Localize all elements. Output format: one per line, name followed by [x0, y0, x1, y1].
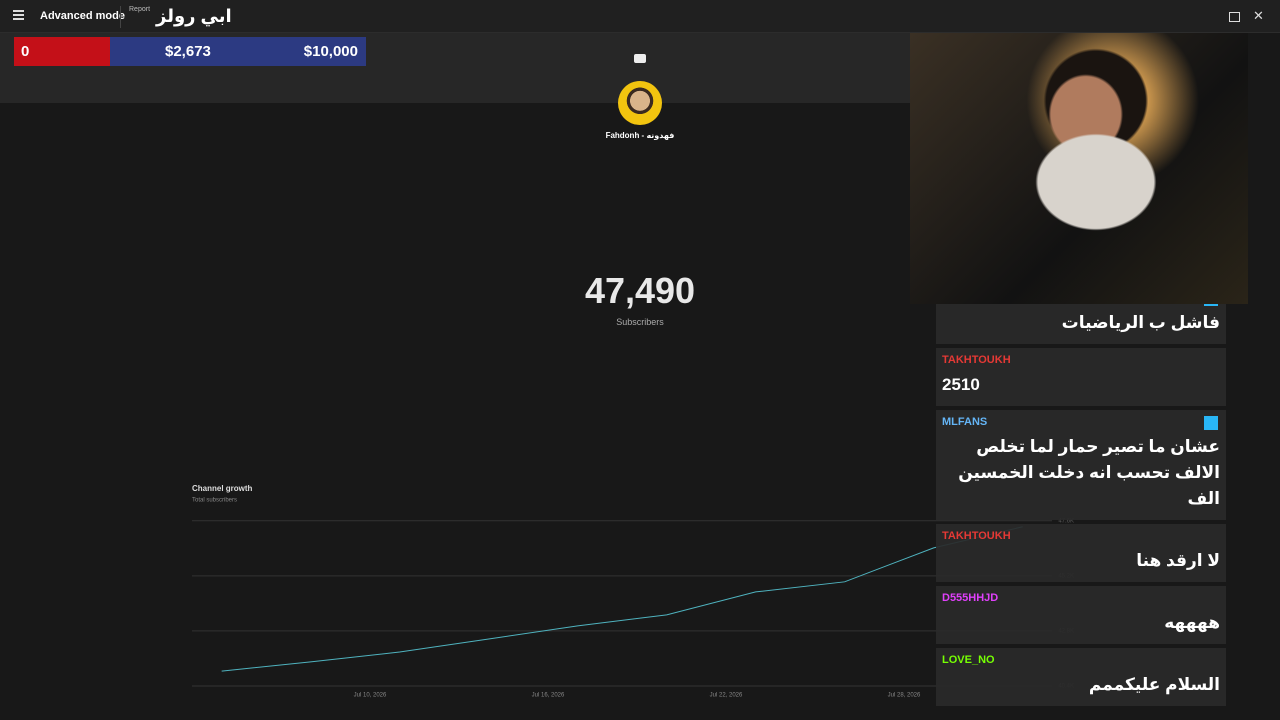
y-tick-label: 47.6K	[1058, 518, 1074, 524]
badge-icon	[1204, 304, 1218, 306]
top-bar: Advanced mode Report ابي رولز ✕	[0, 0, 1280, 33]
goal-raised: $2,673	[165, 43, 211, 60]
chat-message: TAKHTOUKH 2510	[936, 348, 1226, 406]
channel-avatar	[618, 81, 662, 125]
chat-panel: TAKHTOUKH2560MLFANSفاشل ب الرياضياتTAKHT…	[936, 304, 1226, 706]
chat-message: TAKHTOUKH لا ارقد هنا	[936, 524, 1226, 582]
chart-title: Channel growth	[192, 484, 253, 493]
goal-current: 0	[14, 37, 110, 66]
x-tick-label: Jul 10, 2026	[354, 693, 387, 699]
chat-message: MLFANSفاشل ب الرياضيات	[936, 304, 1226, 344]
x-tick-label: Jul 16, 2026	[532, 693, 565, 699]
chat-text: 2510	[942, 375, 980, 394]
chat-message: MLFANS عشان ما تصير حمار لما تخلص الالف ت…	[936, 410, 1226, 520]
mode-label[interactable]: Advanced mode	[40, 10, 125, 22]
chat-user: TAKHTOUKH	[942, 354, 1011, 366]
chat-user: TAKHTOUKH	[942, 530, 1011, 542]
chat-user: MLFANS	[942, 416, 988, 428]
growth-line	[221, 526, 1023, 672]
x-tick-label: Jul 28, 2026	[888, 693, 921, 699]
stream-title: ابي رولز	[156, 6, 232, 26]
goal-remaining: $2,673 $10,000	[110, 37, 366, 66]
subscriber-label: Subscribers	[616, 317, 664, 327]
chat-text: ههههه	[1164, 613, 1220, 632]
chat-text: لا ارقد هنا	[1136, 551, 1220, 570]
menu-icon[interactable]	[13, 10, 24, 20]
x-tick-label: Jul 22, 2026	[710, 693, 743, 699]
webcam	[910, 33, 1248, 304]
chat-text: عشان ما تصير حمار لما تخلص الالف تحسب ان…	[958, 437, 1220, 508]
report-link[interactable]: Report	[129, 6, 151, 13]
chart-subtitle: Total subscribers	[192, 498, 237, 504]
channel-name: Fahdonh - فهدونه	[605, 131, 675, 140]
feedback-icon[interactable]	[1229, 12, 1240, 22]
close-icon[interactable]: ✕	[1253, 8, 1264, 23]
chat-message: D555HHJD ههههه	[936, 586, 1226, 644]
chat-message: LOVE_NO السلام عليكممم	[936, 648, 1226, 706]
chat-text: فاشل ب الرياضيات	[1061, 313, 1220, 332]
subscriber-count: 47,490	[584, 270, 696, 311]
goal-current-text: 0	[21, 43, 30, 60]
chat-text: السلام عليكممم	[1088, 675, 1220, 694]
goal-target: $10,000	[303, 43, 358, 60]
youtube-icon	[634, 54, 646, 63]
badge-icon	[1204, 416, 1218, 430]
chat-user: D555HHJD	[942, 592, 999, 604]
chat-user: LOVE_NO	[942, 654, 995, 666]
